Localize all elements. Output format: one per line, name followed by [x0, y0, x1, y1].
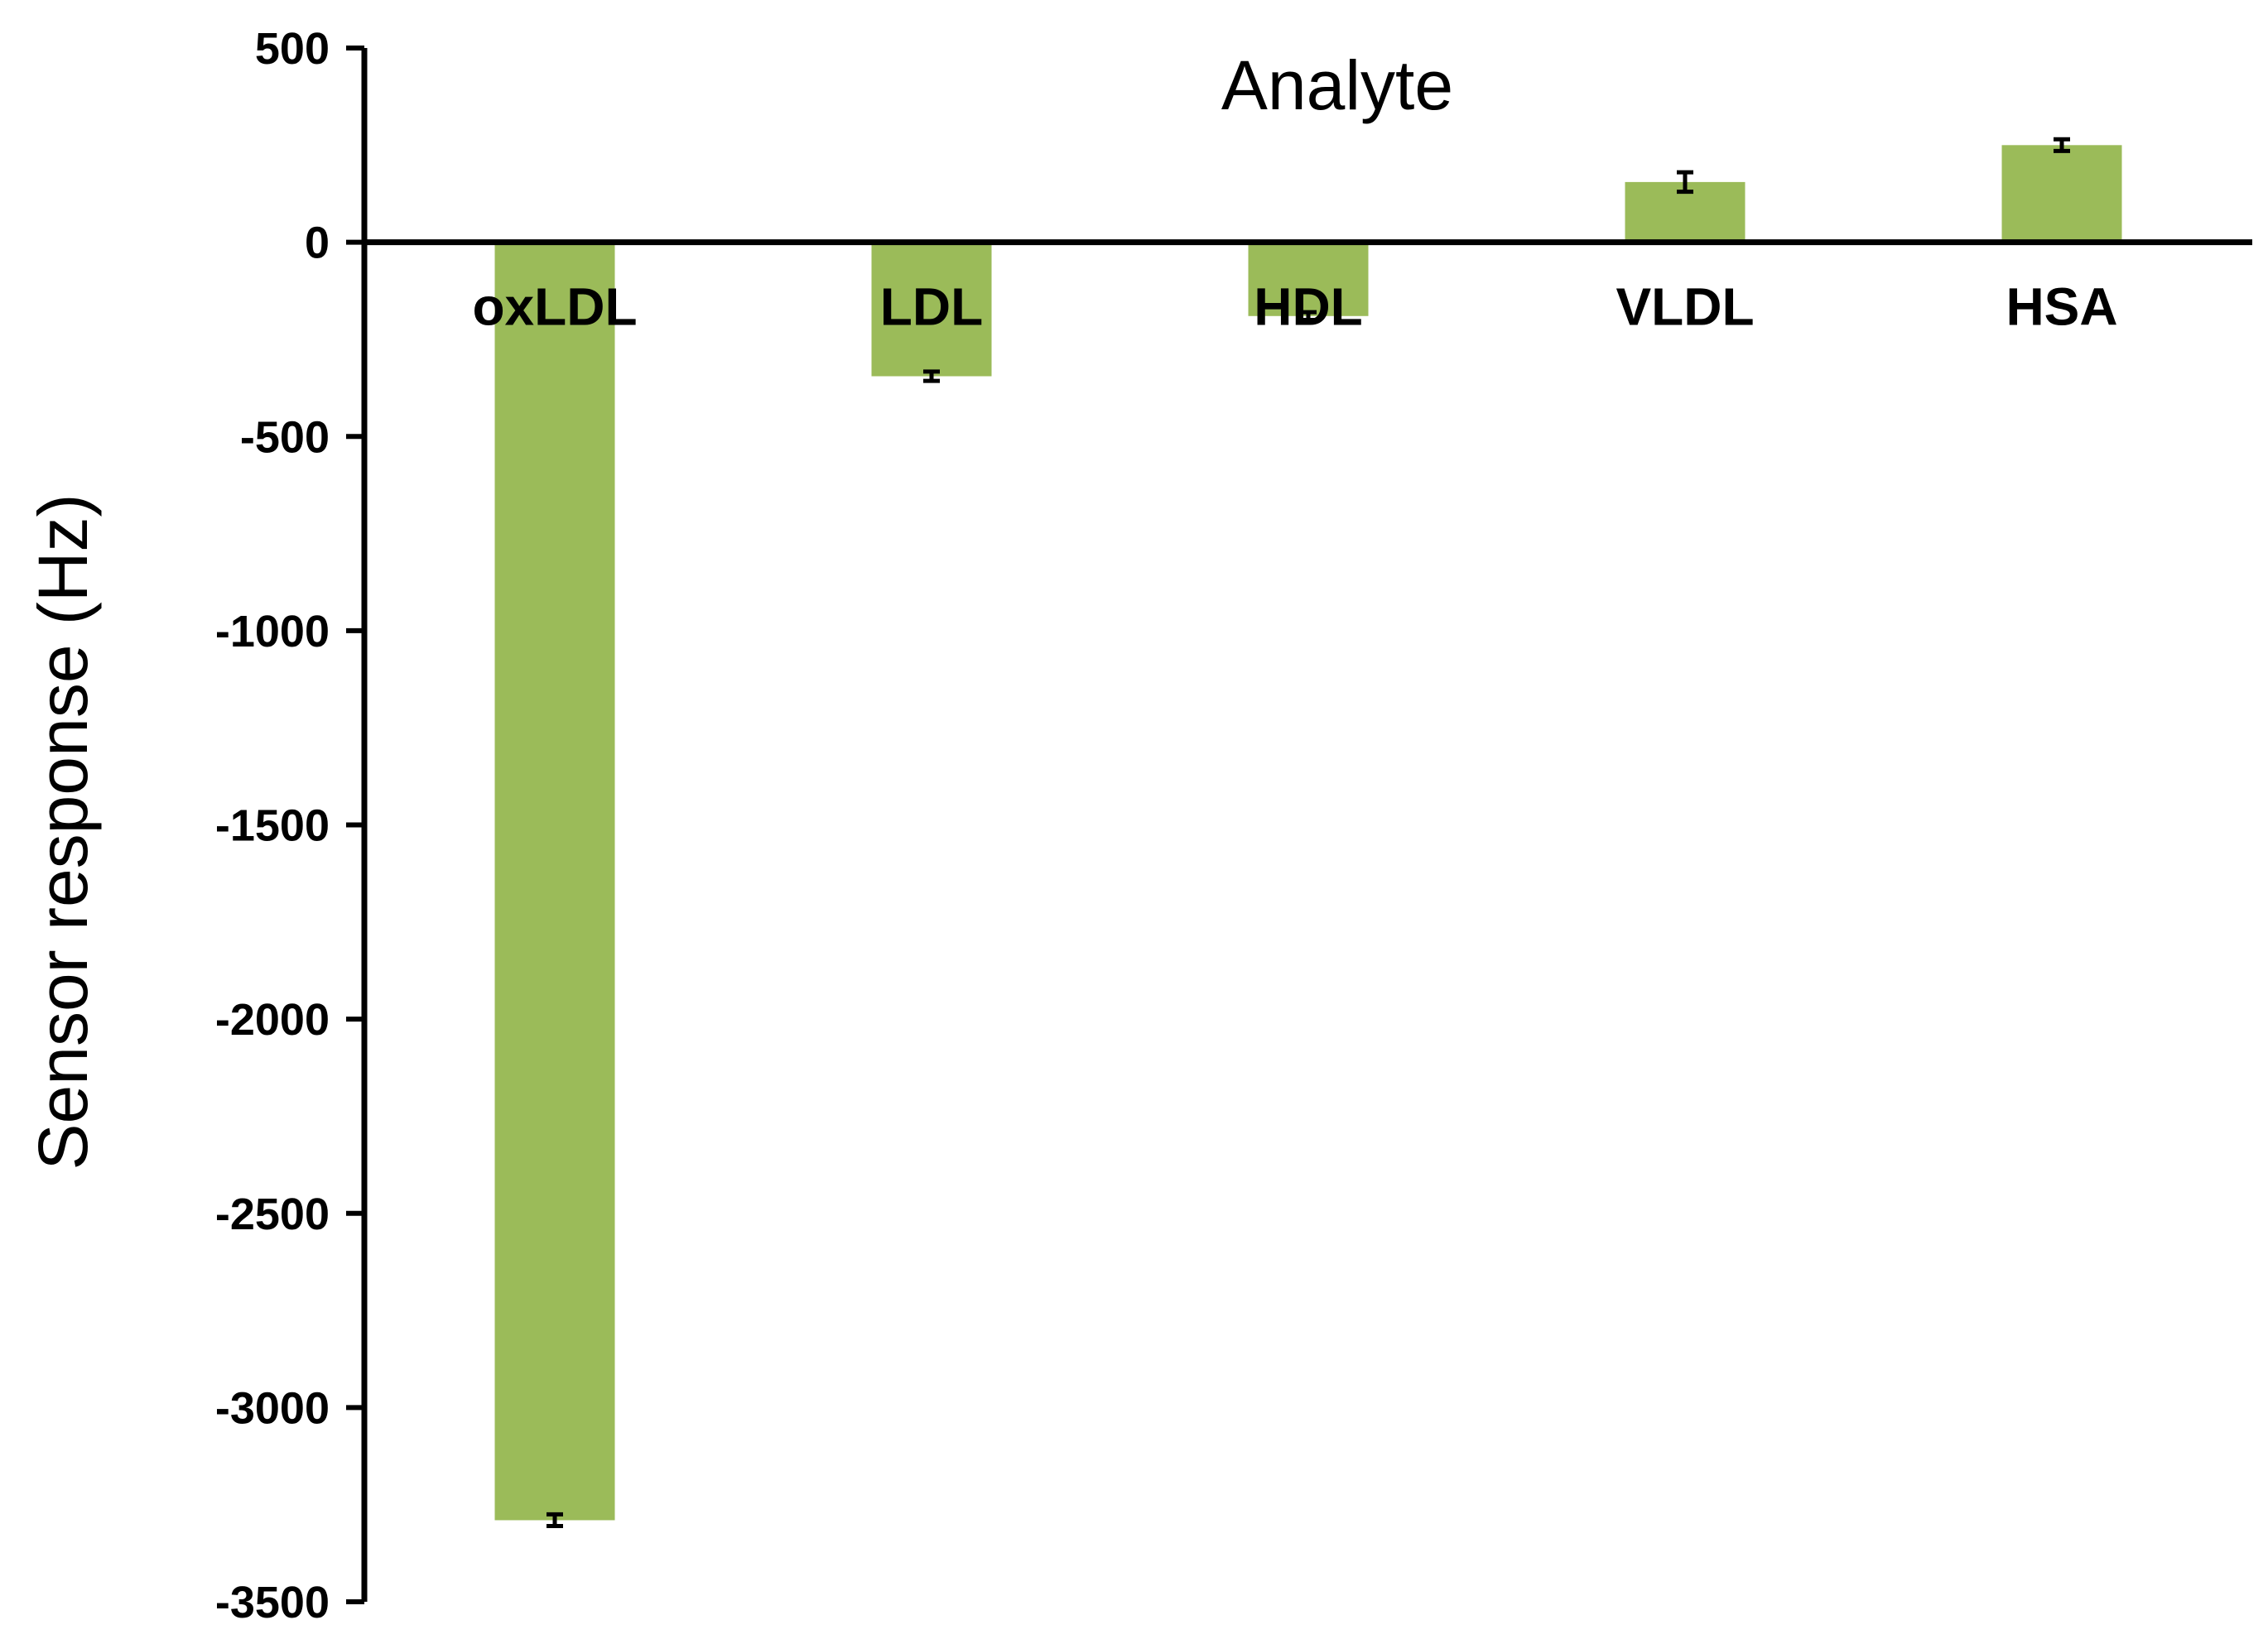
y-tick-label: -3000 [215, 1383, 330, 1433]
error-bar-vldl [1677, 170, 1693, 195]
bar-ldl [871, 242, 992, 377]
y-tick-label: -1500 [215, 801, 330, 851]
error-bar-hsa [2054, 137, 2070, 153]
bar-oxldl [494, 242, 615, 1521]
category-label-vldl: VLDL [1616, 277, 1754, 337]
category-label-hsa: HSA [2006, 277, 2117, 337]
y-tick-label: -1000 [215, 607, 330, 656]
error-bars-group [547, 137, 2070, 1528]
y-tick-label: -500 [240, 412, 330, 462]
category-label-hdl: HDL [1254, 277, 1363, 337]
error-bar-ldl [923, 369, 940, 383]
y-tick-label: 500 [255, 24, 330, 74]
category-labels-group: oxLDL LDL HDL VLDL HSA [472, 277, 2117, 337]
bar-hdl [1248, 242, 1369, 316]
y-tick-label: 0 [305, 219, 330, 268]
category-label-oxldl: oxLDL [472, 277, 637, 337]
category-label-ldl: LDL [880, 277, 983, 337]
error-bar-hdl [1300, 310, 1317, 322]
y-tick-label: -3500 [215, 1578, 330, 1627]
x-axis-title: Analyte [1221, 46, 1453, 124]
bar-hsa [2001, 145, 2122, 243]
y-tick-label: -2500 [215, 1190, 330, 1239]
error-bar-oxldl [547, 1512, 563, 1528]
bars-group [494, 145, 2122, 1521]
y-axis-title: Sensor response (Hz) [24, 494, 102, 1171]
y-tick-label: -2000 [215, 995, 330, 1045]
y-ticks-group: 500 0 -500 -1000 -1500 -2000 -2500 -3000 -3500 [215, 24, 364, 1627]
